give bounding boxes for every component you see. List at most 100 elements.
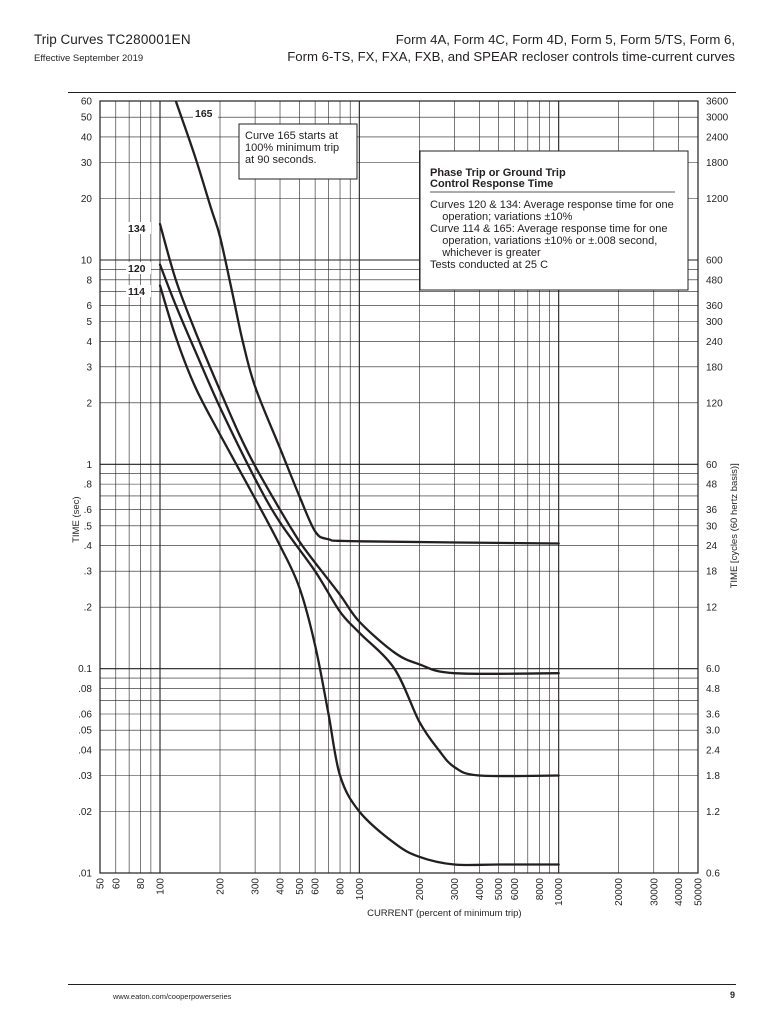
x-tick-label: 8000 [535, 878, 546, 901]
y-tick-label: .5 [84, 521, 93, 532]
y2-tick-label: 300 [706, 317, 723, 328]
x-tick-label: 60 [111, 878, 122, 890]
x-tick-label: 400 [276, 878, 287, 895]
x-tick-label: 80 [136, 878, 147, 890]
y2-tick-label: 180 [706, 362, 723, 373]
curve-label-134: 134 [128, 223, 146, 235]
y-tick-label: .02 [78, 807, 92, 818]
title-line-1: Form 4A, Form 4C, Form 4D, Form 5, Form … [395, 32, 735, 47]
y-tick-label: .06 [78, 709, 92, 720]
y2-tick-label: 6.0 [706, 664, 720, 675]
y-tick-label: 40 [81, 132, 93, 143]
x-tick-label: 5000 [494, 878, 505, 901]
curve-165 [174, 101, 560, 545]
chart-curves [158, 101, 560, 867]
y2-tick-label: 360 [706, 301, 723, 312]
chart-grid [99, 100, 699, 874]
curve-label-bg [126, 222, 151, 234]
y-tick-label: 30 [81, 158, 93, 169]
footer-rule [68, 984, 736, 985]
y-tick-label: 10 [81, 256, 93, 267]
y2-tick-label: 48 [706, 480, 718, 491]
y-tick-label: .2 [84, 603, 93, 614]
x-tick-label: 4000 [475, 878, 486, 901]
y2-tick-label: 0.6 [706, 869, 720, 880]
x-tick-label: 50 [96, 878, 107, 890]
y2-tick-label: 4.8 [706, 684, 720, 695]
header-rule [68, 92, 736, 93]
doc-number: TC280001EN [107, 32, 191, 47]
y-tick-label: .8 [84, 480, 93, 491]
y-tick-label: .3 [84, 567, 93, 578]
y-tick-label: 1 [86, 460, 92, 471]
x-tick-label: 30000 [649, 878, 660, 906]
y-tick-label: 6 [86, 301, 92, 312]
x-tick-label: 200 [216, 878, 227, 895]
curve165-note-line: at 90 seconds. [245, 154, 317, 166]
x-tick-label: 20000 [614, 878, 625, 906]
y2-tick-label: 1.2 [706, 807, 720, 818]
y2-tick-label: 18 [706, 567, 718, 578]
y2-tick-label: 36 [706, 505, 718, 516]
y-tick-label: 50 [81, 113, 93, 124]
y2-tick-label: 2.4 [706, 745, 720, 756]
y2-tick-label: 3600 [706, 97, 729, 108]
footer-url: www.eaton.com/cooperpowerseries [113, 992, 232, 1001]
y2-tick-label: 1800 [706, 158, 729, 169]
response-time-line: Tests conducted at 25 C [430, 259, 548, 271]
x-tick-label: 300 [251, 878, 262, 895]
title-line-2: Form 6-TS, FX, FXA, FXB, and SPEAR reclo… [287, 49, 735, 64]
y-tick-label: .08 [78, 684, 92, 695]
x-axis-label: CURRENT (percent of minimum trip) [367, 908, 522, 919]
response-time-title: Control Response Time [430, 178, 553, 190]
series-name: Trip Curves [34, 32, 104, 47]
curve165-note-line: 100% minimum trip [245, 142, 339, 154]
x-tick-label: 600 [311, 878, 322, 895]
y2-tick-label: 1200 [706, 194, 729, 205]
y-tick-label: .4 [84, 541, 93, 552]
curve-label-114: 114 [128, 286, 145, 298]
y2-tick-label: 240 [706, 337, 723, 348]
document-title: Trip Curves TC280001EN [34, 32, 191, 47]
y-tick-label: .6 [84, 505, 93, 516]
curve-120 [158, 263, 560, 778]
chart-ticks: 50 60 80 100 200 300 400 500 600 800 1000 2000 3000 4… [71, 97, 740, 920]
y-tick-label: 5 [86, 317, 92, 328]
y2-tick-label: 3.6 [706, 709, 720, 720]
y2-axis-label: TIME [cycles (60 hertz basis)] [729, 463, 740, 588]
response-time-box [419, 150, 689, 291]
y2-tick-label: 3.0 [706, 726, 720, 737]
curve165-note-line: Curve 165 starts at [245, 130, 338, 142]
header-right: Form 4A, Form 4C, Form 4D, Form 5, Form … [215, 31, 735, 65]
y-tick-label: 4 [86, 337, 92, 348]
y2-tick-label: 60 [706, 460, 718, 471]
y-tick-label: 20 [81, 194, 93, 205]
y-tick-label: 2 [86, 398, 92, 409]
y2-tick-label: 480 [706, 275, 723, 286]
y2-tick-label: 120 [706, 398, 723, 409]
x-tick-label: 3000 [450, 878, 461, 901]
response-time-title: Phase Trip or Ground Trip [430, 167, 566, 179]
curve-134 [158, 222, 560, 676]
effective-date: Effective September 2019 [34, 53, 144, 64]
y-tick-label: .05 [78, 726, 92, 737]
curve-label-120: 120 [128, 263, 146, 275]
y-tick-label: 3 [86, 362, 92, 373]
x-tick-label: 6000 [510, 878, 521, 901]
curve-label-bg [126, 262, 151, 274]
y2-tick-label: 30 [706, 521, 718, 532]
y-tick-label: .03 [78, 771, 92, 782]
y-tick-label: .04 [78, 745, 92, 756]
y2-tick-label: 1.8 [706, 771, 720, 782]
curve-label-bg [126, 285, 151, 297]
y2-tick-label: 3000 [706, 113, 729, 124]
x-tick-label: 50000 [694, 878, 705, 906]
y-tick-label: 0.1 [78, 664, 92, 675]
y-axis-label: TIME (sec) [71, 496, 82, 542]
x-tick-label: 100 [156, 878, 167, 895]
y2-tick-label: 24 [706, 541, 718, 552]
x-tick-label: 500 [295, 878, 306, 895]
curve-label-165: 165 [195, 108, 213, 120]
response-time-line: Curve 114 & 165: Average response time f… [430, 223, 667, 235]
